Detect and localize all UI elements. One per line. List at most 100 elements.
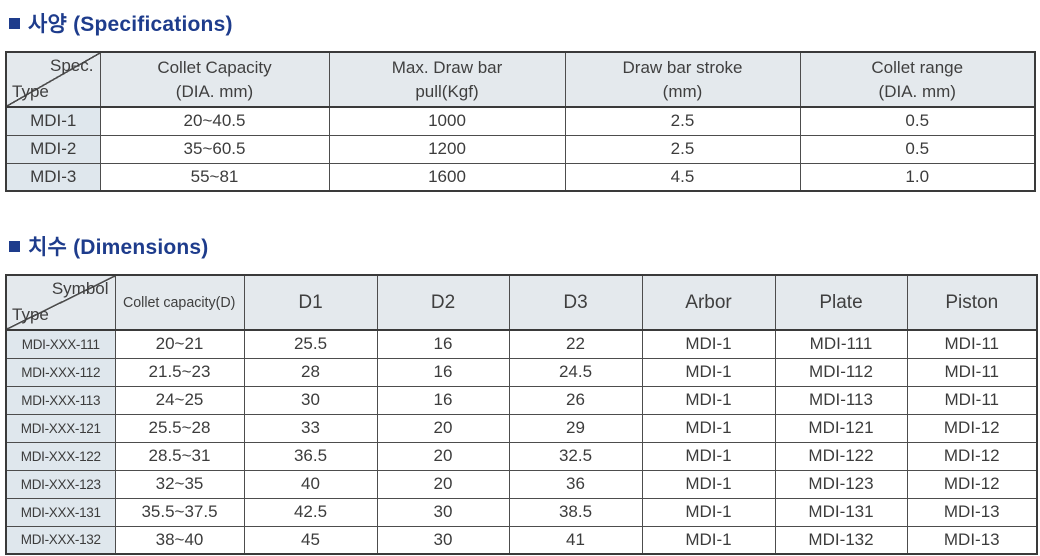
dim-cell-plate: MDI-113 [774, 385, 908, 415]
dim-cell-d2: 20 [376, 441, 510, 471]
spec-cell-collet-range: 0.5 [799, 106, 1036, 136]
dim-row-type: MDI-XXX-113 [5, 385, 116, 415]
spec-corner-cell: Spec. Type [5, 51, 101, 108]
spec-header-max-draw-bar-pull: Max. Draw bar pull(Kgf) [328, 51, 566, 108]
dim-cell-d2: 16 [376, 357, 510, 387]
dim-cell-d3: 24.5 [508, 357, 643, 387]
table-row: MDI-XXX-123 32~35 40 20 36 MDI-1 MDI-123… [5, 469, 1038, 499]
dim-cell-d2: 16 [376, 329, 510, 359]
dim-row-type: MDI-XXX-112 [5, 357, 116, 387]
table-row: MDI-3 55~81 1600 4.5 1.0 [5, 162, 1036, 192]
spec-cell-collet-capacity: 35~60.5 [99, 134, 330, 164]
dim-cell-d1: 45 [243, 525, 378, 555]
table-row: MDI-XXX-132 38~40 45 30 41 MDI-1 MDI-132… [5, 525, 1038, 555]
specifications-section: 사양 (Specifications) Spec. Type Collet Ca… [5, 8, 1040, 192]
dim-cell-d1: 36.5 [243, 441, 378, 471]
spec-cell-collet-range: 1.0 [799, 162, 1036, 192]
dim-row-type: MDI-XXX-121 [5, 413, 116, 443]
dim-cell-piston: MDI-13 [906, 525, 1038, 555]
dim-cell-arbor: MDI-1 [641, 497, 776, 527]
dim-cell-piston: MDI-11 [906, 329, 1038, 359]
table-row: MDI-1 20~40.5 1000 2.5 0.5 [5, 106, 1036, 136]
specifications-title: 사양 (Specifications) [9, 8, 1040, 38]
spec-header-collet-capacity: Collet Capacity (DIA. mm) [99, 51, 330, 108]
spec-row-type: MDI-1 [5, 106, 101, 136]
dim-cell-d1: 42.5 [243, 497, 378, 527]
spec-header-collet-range: Collet range (DIA. mm) [799, 51, 1036, 108]
dim-cell-d1: 28 [243, 357, 378, 387]
table-row: MDI-2 35~60.5 1200 2.5 0.5 [5, 134, 1036, 164]
spec-cell-collet-capacity: 55~81 [99, 162, 330, 192]
dim-cell-collet-capacity: 38~40 [114, 525, 245, 555]
dim-cell-arbor: MDI-1 [641, 357, 776, 387]
dim-header-plate: Plate [774, 274, 908, 331]
dim-cell-collet-capacity: 25.5~28 [114, 413, 245, 443]
dim-cell-d1: 33 [243, 413, 378, 443]
dim-cell-d3: 41 [508, 525, 643, 555]
spec-row-type: MDI-2 [5, 134, 101, 164]
dim-cell-arbor: MDI-1 [641, 413, 776, 443]
dim-header-arbor: Arbor [641, 274, 776, 331]
dim-cell-collet-capacity: 24~25 [114, 385, 245, 415]
dim-cell-collet-capacity: 20~21 [114, 329, 245, 359]
dim-cell-d2: 30 [376, 525, 510, 555]
dim-cell-plate: MDI-112 [774, 357, 908, 387]
dim-cell-d1: 30 [243, 385, 378, 415]
table-row: MDI-XXX-113 24~25 30 16 26 MDI-1 MDI-113… [5, 385, 1038, 415]
dim-cell-d1: 40 [243, 469, 378, 499]
dim-row-type: MDI-XXX-111 [5, 329, 116, 359]
table-row: MDI-XXX-131 35.5~37.5 42.5 30 38.5 MDI-1… [5, 497, 1038, 527]
square-bullet-icon [9, 17, 20, 29]
dimensions-table: Symbol Type Collet capacity(D) D1 D2 D3 … [5, 274, 1038, 555]
dim-header-row: Symbol Type Collet capacity(D) D1 D2 D3 … [5, 274, 1038, 331]
square-bullet-icon [9, 240, 20, 252]
spec-cell-max-draw-bar-pull: 1600 [328, 162, 566, 192]
spec-header-row: Spec. Type Collet Capacity (DIA. mm) Max… [5, 51, 1036, 108]
dim-cell-d2: 20 [376, 413, 510, 443]
dimensions-title-text: 치수 (Dimensions) [28, 236, 209, 259]
dim-cell-plate: MDI-122 [774, 441, 908, 471]
dim-cell-piston: MDI-11 [906, 385, 1038, 415]
dim-cell-arbor: MDI-1 [641, 525, 776, 555]
specifications-title-text: 사양 (Specifications) [28, 13, 233, 36]
dim-cell-arbor: MDI-1 [641, 441, 776, 471]
spec-cell-max-draw-bar-pull: 1000 [328, 106, 566, 136]
dim-cell-d1: 25.5 [243, 329, 378, 359]
dim-cell-plate: MDI-111 [774, 329, 908, 359]
dim-cell-d3: 22 [508, 329, 643, 359]
dim-cell-d3: 29 [508, 413, 643, 443]
symbol-corner-label: Symbol [51, 279, 109, 298]
spec-corner-label: Spec. [50, 56, 94, 75]
dim-cell-collet-capacity: 28.5~31 [114, 441, 245, 471]
spec-cell-collet-capacity: 20~40.5 [99, 106, 330, 136]
dim-row-type: MDI-XXX-132 [5, 525, 116, 555]
dim-cell-collet-capacity: 32~35 [114, 469, 245, 499]
type-corner-label: Type [12, 305, 49, 324]
dim-header-d2: D2 [376, 274, 510, 331]
dim-cell-piston: MDI-12 [906, 441, 1038, 471]
dim-header-collet-capacity: Collet capacity(D) [114, 274, 245, 331]
dim-cell-d3: 36 [508, 469, 643, 499]
dim-cell-plate: MDI-123 [774, 469, 908, 499]
dim-row-type: MDI-XXX-122 [5, 441, 116, 471]
dim-row-type: MDI-XXX-123 [5, 469, 116, 499]
spec-cell-collet-range: 0.5 [799, 134, 1036, 164]
dim-cell-plate: MDI-131 [774, 497, 908, 527]
dim-cell-plate: MDI-132 [774, 525, 908, 555]
dim-cell-d3: 38.5 [508, 497, 643, 527]
table-row: MDI-XXX-122 28.5~31 36.5 20 32.5 MDI-1 M… [5, 441, 1038, 471]
table-row: MDI-XXX-112 21.5~23 28 16 24.5 MDI-1 MDI… [5, 357, 1038, 387]
dim-cell-d3: 32.5 [508, 441, 643, 471]
dim-cell-piston: MDI-13 [906, 497, 1038, 527]
table-row: MDI-XXX-111 20~21 25.5 16 22 MDI-1 MDI-1… [5, 329, 1038, 359]
dim-cell-collet-capacity: 21.5~23 [114, 357, 245, 387]
dim-cell-piston: MDI-12 [906, 469, 1038, 499]
dim-cell-d2: 16 [376, 385, 510, 415]
dim-cell-arbor: MDI-1 [641, 385, 776, 415]
dimensions-title: 치수 (Dimensions) [9, 231, 1040, 261]
dim-cell-d2: 20 [376, 469, 510, 499]
dim-cell-piston: MDI-11 [906, 357, 1038, 387]
spec-cell-draw-bar-stroke: 4.5 [564, 162, 801, 192]
dim-corner-cell: Symbol Type [5, 274, 116, 331]
spec-cell-draw-bar-stroke: 2.5 [564, 134, 801, 164]
